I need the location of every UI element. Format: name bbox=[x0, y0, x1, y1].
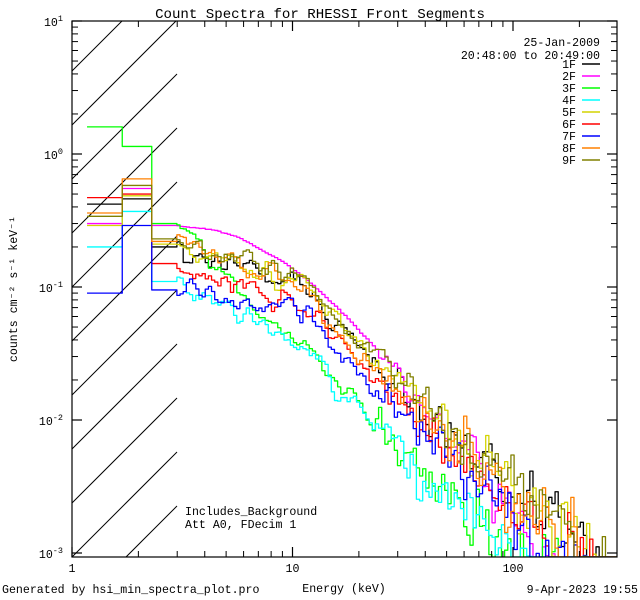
svg-text:25-Jan-2009: 25-Jan-2009 bbox=[523, 37, 600, 50]
svg-text:100: 100 bbox=[503, 563, 524, 576]
svg-text:1: 1 bbox=[69, 563, 76, 576]
svg-text:9F: 9F bbox=[562, 155, 576, 168]
svg-text:counts cm⁻² s⁻¹ keV⁻¹: counts cm⁻² s⁻¹ keV⁻¹ bbox=[8, 216, 21, 362]
svg-text:Count Spectra for RHESSI Front: Count Spectra for RHESSI Front Segments bbox=[155, 7, 485, 23]
svg-text:Att A0, FDecim 1: Att A0, FDecim 1 bbox=[185, 519, 296, 532]
svg-text:9-Apr-2023 19:55: 9-Apr-2023 19:55 bbox=[527, 584, 638, 597]
svg-text:Includes_Background: Includes_Background bbox=[185, 506, 317, 519]
svg-text:20:48:00 to 20:49:00: 20:48:00 to 20:49:00 bbox=[461, 50, 600, 63]
svg-text:10: 10 bbox=[286, 563, 300, 576]
svg-text:Generated by hsi_min_spectra_p: Generated by hsi_min_spectra_plot.pro bbox=[2, 584, 259, 597]
svg-text:Energy (keV): Energy (keV) bbox=[302, 583, 386, 596]
